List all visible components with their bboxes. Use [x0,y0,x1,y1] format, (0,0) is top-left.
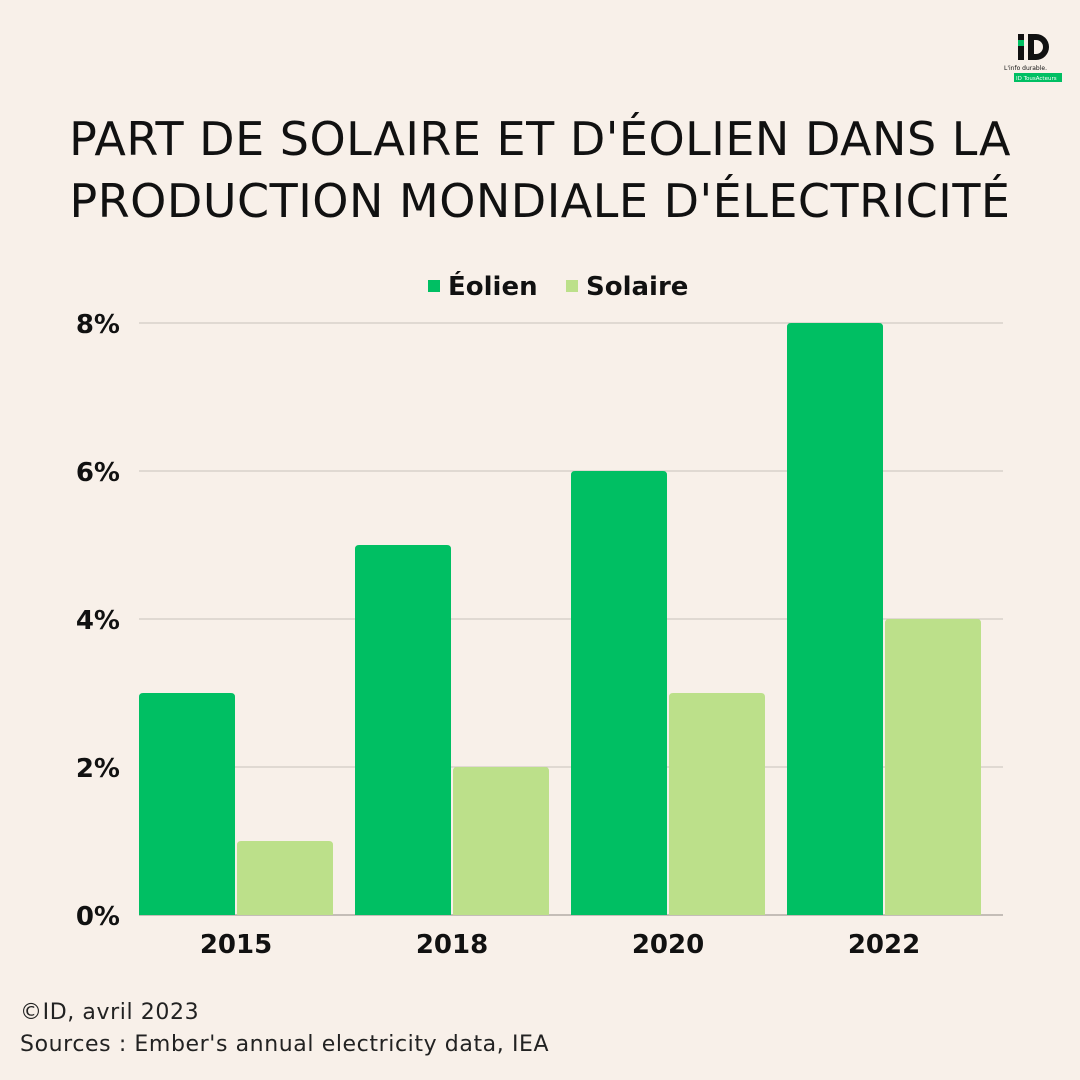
x-tick-label: 2020 [632,930,704,960]
y-tick-label: 6% [76,458,120,488]
brand-logo: L'info durable. ID TousActeurs [1004,34,1062,82]
logo-tagline-1: L'info durable. [1004,65,1047,72]
chart-title-line-2: PRODUCTION MONDIALE D'ÉLECTRICITÉ [69,174,1011,228]
legend-label-solaire: Solaire [586,272,688,302]
logo-tagline-2: ID TousActeurs [1016,76,1057,82]
legend-swatch-solaire [566,280,578,292]
bar-solaire [453,767,549,915]
legend-swatch-eolien [428,280,440,292]
bar-chart: 0% 2% 4% 6% 8% 2015 2018 2020 2022 Éolien Solaire [76,270,1003,960]
x-tick-label: 2022 [848,930,920,960]
bar-solaire [237,841,333,915]
x-tick-label: 2015 [200,930,272,960]
legend-label-eolien: Éolien [448,270,538,302]
x-tick-label: 2018 [416,930,488,960]
chart-title: PART DE SOLAIRE ET D'ÉOLIEN DANS LA PROD… [0,108,1080,232]
footer-sources: Sources : Ember's annual electricity dat… [20,1032,550,1057]
bar-eolien [571,471,667,915]
bar-eolien [139,693,235,915]
y-tick-label: 8% [76,310,120,340]
bar-solaire [885,619,981,915]
logo-letter-i [1018,34,1024,60]
logo-tagline-badge [1014,73,1062,82]
bar-eolien [355,545,451,915]
bar-eolien [787,323,883,915]
logo-accent [1018,40,1024,46]
chart-title-line-1: PART DE SOLAIRE ET D'ÉOLIEN DANS LA [69,112,1011,166]
bar-solaire [669,693,765,915]
y-tick-label: 2% [76,754,120,784]
footer-credit: ©ID, avril 2023 [20,1000,200,1025]
logo-letter-d [1028,34,1049,60]
y-tick-label: 0% [76,902,120,932]
y-tick-label: 4% [76,606,120,636]
